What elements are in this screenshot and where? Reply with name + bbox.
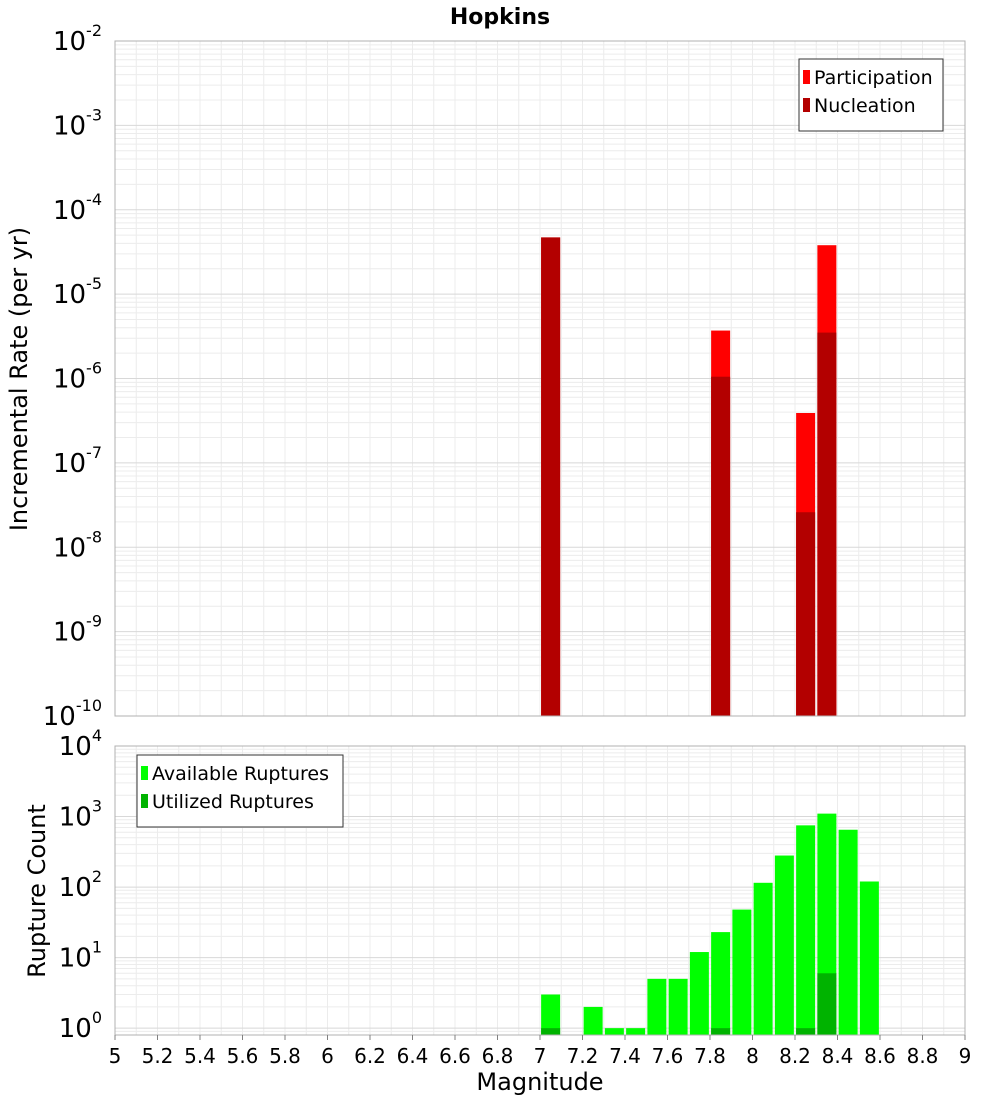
legend-label: Available Ruptures [152,763,329,785]
available-ruptures-bar [838,829,858,1035]
available-ruptures-bar [753,882,773,1035]
count-y-axis-label: Rupture Count [23,804,51,978]
x-tick-label: 7.6 [652,1044,684,1068]
legend-swatch [141,766,148,780]
nucleation-bar [541,237,561,716]
available-ruptures-bar [668,978,688,1035]
nucleation-bar [817,332,837,716]
x-tick-label: 7.4 [609,1044,641,1068]
available-ruptures-bar [859,881,879,1035]
nucleation-bar [711,376,731,716]
available-ruptures-bar [732,909,752,1035]
nucleation-bar [796,512,816,716]
available-ruptures-bar [604,1028,624,1035]
available-ruptures-bar [774,855,794,1035]
y-tick-label: 104 [59,726,102,762]
legend-swatch [803,98,810,112]
y-tick-label: 100 [59,1008,102,1044]
rate-grid [114,40,966,717]
x-tick-label: 9 [959,1044,972,1068]
legend-label: Nucleation [814,95,916,117]
x-tick-label: 8 [746,1044,759,1068]
available-ruptures-bar [647,978,667,1035]
y-tick-label: 10-4 [53,190,102,226]
y-tick-label: 101 [59,938,102,974]
utilized-ruptures-bar [541,1028,561,1035]
y-tick-label: 10-5 [53,274,102,310]
legend-box [136,754,344,828]
count-y-ticks: 100 101 102 103 104 [59,726,102,1044]
x-axis-label: Magnitude [476,1068,603,1096]
x-tick-label: 7.8 [694,1044,726,1068]
available-ruptures-bar [541,994,561,1035]
count-legend: Available Ruptures Utilized Ruptures [136,754,344,828]
y-tick-label: 102 [59,867,102,903]
x-tick-label: 7.2 [567,1044,599,1068]
x-tick-label: 8.2 [779,1044,811,1068]
y-tick-label: 10-6 [53,359,102,395]
rate-y-axis-label: Incremental Rate (per yr) [5,227,33,531]
legend-label: Participation [814,67,933,89]
rate-bars [541,237,837,717]
x-tick-label: 8.8 [907,1044,939,1068]
y-tick-label: 10-3 [53,105,102,141]
x-tick-label: 5.2 [142,1044,174,1068]
rate-panel: 10-10 10-9 10-8 10-7 10-6 10-5 10-4 10-3 10-2 In… [5,21,966,732]
x-ticks: 5 5.2 5.4 5.6 5.8 6 6.2 6.4 6.6 6.8 7 7.2 7.4 7.6 7.8 8… [109,1035,972,1068]
x-tick-label: 5 [109,1044,122,1068]
legend-label: Utilized Ruptures [152,791,314,813]
x-tick-label: 8.4 [822,1044,854,1068]
y-tick-label: 10-9 [53,612,102,648]
rate-legend: Participation Nucleation [798,58,944,132]
rate-y-ticks: 10-10 10-9 10-8 10-7 10-6 10-5 10-4 10-3 10-2 [43,21,102,732]
y-tick-label: 10-10 [43,696,102,732]
available-ruptures-bar [689,952,709,1035]
count-panel: 100 101 102 103 104 Rupture Count Available … [23,726,971,1096]
legend-swatch [141,794,148,808]
x-tick-label: 7 [534,1044,547,1068]
available-ruptures-bar [711,932,731,1035]
y-tick-label: 10-8 [53,527,102,563]
x-tick-label: 6 [321,1044,334,1068]
x-tick-label: 6.8 [482,1044,514,1068]
x-tick-label: 6.4 [397,1044,429,1068]
available-ruptures-bar [796,825,816,1035]
available-ruptures-bar [626,1028,646,1035]
y-tick-label: 10-7 [53,443,102,479]
legend-box [798,58,944,132]
legend-swatch [803,70,810,84]
utilized-ruptures-bar [796,1028,816,1035]
utilized-ruptures-bar [817,973,837,1035]
x-tick-label: 6.2 [354,1044,386,1068]
y-tick-label: 10-2 [53,21,102,57]
available-ruptures-bar [583,1006,603,1035]
chart-title: Hopkins [450,5,550,30]
y-tick-label: 103 [59,797,102,833]
x-tick-label: 5.8 [269,1044,301,1068]
utilized-ruptures-bar [711,1028,731,1035]
x-tick-label: 6.6 [439,1044,471,1068]
x-tick-label: 5.6 [227,1044,259,1068]
count-bars [541,813,879,1035]
rate-plot-frame [114,40,966,717]
x-tick-label: 8.6 [864,1044,896,1068]
x-tick-label: 5.4 [184,1044,216,1068]
